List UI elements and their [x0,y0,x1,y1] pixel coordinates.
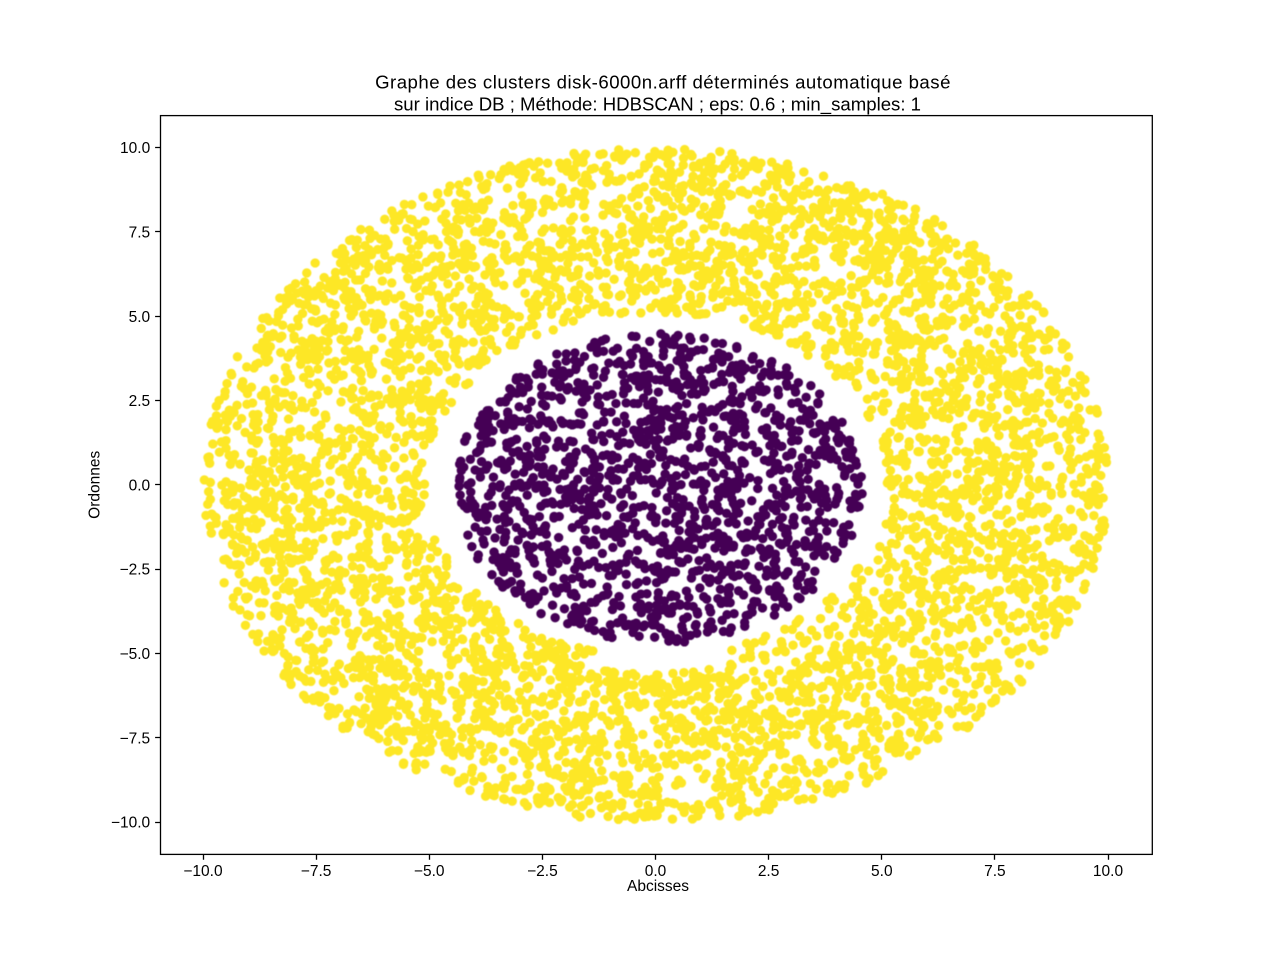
svg-text:7.5: 7.5 [129,225,151,242]
svg-text:−5.0: −5.0 [120,646,151,663]
svg-text:Graphe des clusters disk-6000n: Graphe des clusters disk-6000n.arff déte… [375,72,951,93]
svg-text:−2.5: −2.5 [120,562,151,579]
svg-text:sur indice DB ; Méthode: HDBSC: sur indice DB ; Méthode: HDBSCAN ; eps: … [394,93,921,115]
svg-text:0.0: 0.0 [129,477,151,494]
svg-text:−2.5: −2.5 [527,863,558,880]
svg-text:−5.0: −5.0 [414,863,445,880]
svg-text:10.0: 10.0 [120,140,151,157]
svg-text:−10.0: −10.0 [111,815,151,832]
svg-text:10.0: 10.0 [1093,863,1124,880]
svg-text:2.5: 2.5 [758,863,780,880]
svg-text:−10.0: −10.0 [183,863,223,880]
svg-text:0.0: 0.0 [645,863,667,880]
svg-text:−7.5: −7.5 [120,730,151,747]
svg-text:Ordonnes: Ordonnes [86,451,103,519]
svg-text:2.5: 2.5 [129,393,151,410]
svg-text:5.0: 5.0 [129,309,151,326]
svg-text:Abcisses: Abcisses [627,878,689,895]
svg-text:5.0: 5.0 [871,863,893,880]
svg-text:7.5: 7.5 [984,863,1006,880]
svg-text:−7.5: −7.5 [301,863,332,880]
